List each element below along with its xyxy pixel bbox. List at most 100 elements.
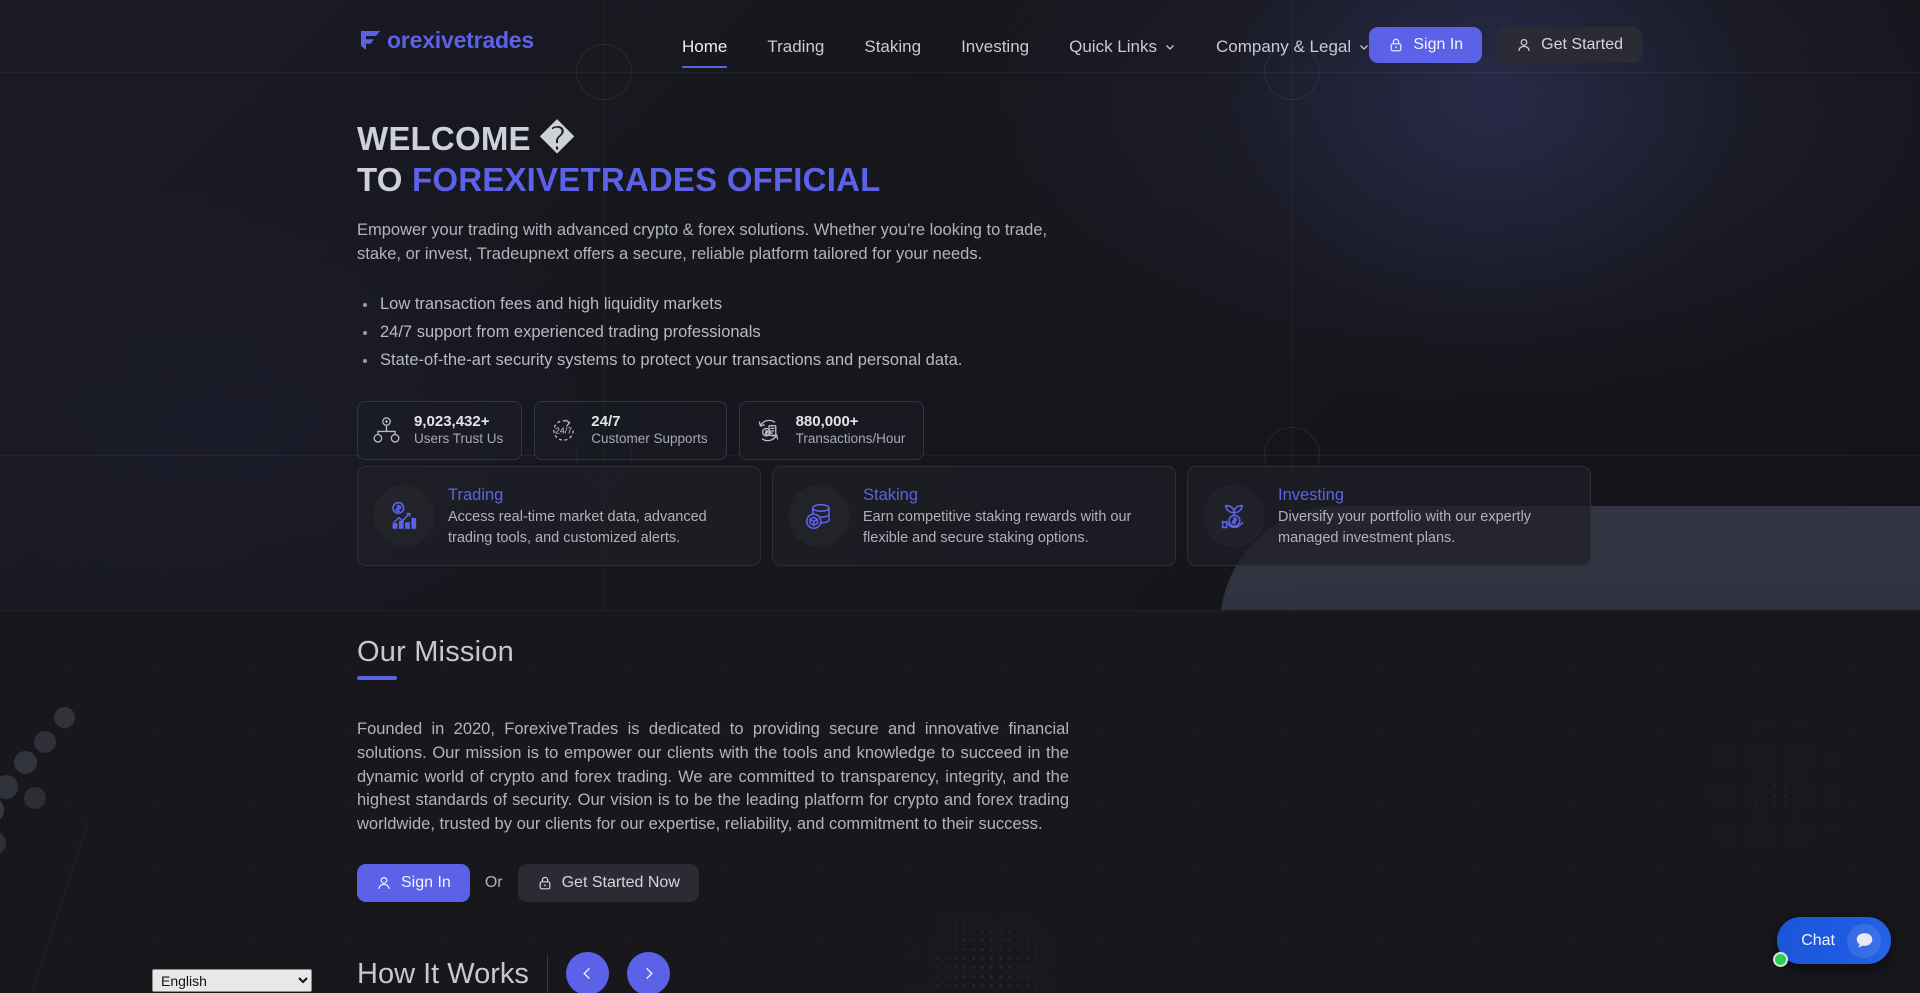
title-underline	[357, 676, 397, 680]
page-title: Our Mission	[357, 636, 514, 668]
top-navbar: orexivetrades Home Trading Staking Inves…	[0, 0, 1920, 95]
card-desc: Earn competitive staking rewards with ou…	[863, 508, 1132, 546]
hero-section: WELCOME � TO FOREXIVETRADES OFFICIAL Emp…	[0, 0, 1920, 610]
chat-widget-button[interactable]: Chat	[1773, 917, 1891, 967]
nav-item-investing[interactable]: Investing	[941, 32, 1049, 62]
chat-label: Chat	[1801, 931, 1835, 949]
mission-text: Founded in 2020, ForexiveTrades is dedic…	[357, 720, 1069, 834]
decor-hline-2	[0, 455, 1920, 456]
mission-sign-in-label: Sign In	[401, 873, 451, 891]
decor-vline-1	[604, 0, 605, 610]
divider	[546, 954, 548, 993]
section-title: How It Works	[357, 957, 529, 990]
card-title: Staking	[863, 485, 919, 504]
mission-dot-pattern	[0, 611, 1920, 993]
get-started-button[interactable]: Get Started	[1497, 27, 1642, 63]
feature-card-investing[interactable]: Investing Diversify your portfolio with …	[1187, 466, 1591, 566]
mission-content: Our Mission Founded in 2020, ForexiveTra…	[357, 634, 1077, 902]
transactions-icon	[754, 416, 783, 445]
stat-transactions: 880,000+ Transactions/Hour	[738, 401, 925, 460]
cta-separator-label: Or	[484, 873, 503, 891]
sign-in-button[interactable]: Sign In	[1369, 27, 1483, 63]
chevron-down-icon	[1164, 41, 1176, 53]
list-item: State-of-the-art security systems to pro…	[357, 346, 1567, 374]
nav-item-label: Investing	[961, 37, 1030, 56]
mission-dot-cluster	[0, 691, 146, 861]
nav-actions: Sign In Get Started	[1369, 27, 1642, 63]
nav-links: Home Trading Staking Investing Quick Lin…	[662, 32, 1390, 68]
hero-title-line2-prefix: TO	[357, 161, 412, 198]
hero-content: WELCOME � TO FOREXIVETRADES OFFICIAL Emp…	[357, 118, 1567, 460]
how-it-works-header: How It Works	[357, 952, 670, 993]
stat-label: Transactions/Hour	[795, 431, 906, 446]
feature-card-staking[interactable]: Staking Earn competitive staking rewards…	[772, 466, 1176, 566]
nav-item-label: Quick Links	[1069, 37, 1157, 56]
chevron-down-icon	[1358, 41, 1370, 53]
hero-feature-cards: Trading Access real-time market data, ad…	[357, 466, 1591, 566]
stat-customer-supports: 24/7 24/7 Customer Supports	[534, 401, 727, 460]
get-started-label: Get Started	[1541, 36, 1623, 53]
mission-sign-in-button[interactable]: Sign In	[357, 863, 470, 902]
hero-subtitle: Empower your trading with advanced crypt…	[357, 221, 1048, 263]
list-item: 24/7 support from experienced trading pr…	[357, 318, 1567, 346]
hero-title: WELCOME � TO FOREXIVETRADES OFFICIAL	[357, 118, 1567, 200]
carousel-next-button[interactable]	[626, 952, 670, 993]
investing-plant-icon	[1203, 485, 1265, 547]
nav-item-label: Company & Legal	[1216, 37, 1352, 56]
feature-card-trading[interactable]: Trading Access real-time market data, ad…	[357, 466, 761, 566]
decor-hline-1	[0, 72, 1920, 73]
card-title: Investing	[1278, 485, 1345, 504]
stat-value: 24/7	[591, 413, 621, 430]
brand-name: orexivetrades	[387, 26, 534, 53]
brand-logo[interactable]: orexivetrades	[357, 26, 534, 54]
stat-value: 9,023,432+	[414, 413, 490, 430]
lock-icon	[537, 875, 553, 891]
mission-halftone-decor-right	[1640, 701, 1900, 881]
nav-item-quick-links[interactable]: Quick Links	[1049, 32, 1196, 62]
forexivetrades-logo-icon	[357, 26, 385, 54]
mission-section: Our Mission Founded in 2020, ForexiveTra…	[0, 610, 1920, 993]
decor-circle-2	[1264, 44, 1320, 100]
mission-get-started-button[interactable]: Get Started Now	[517, 863, 699, 902]
carousel-prev-button[interactable]	[565, 952, 609, 993]
chevron-right-icon	[641, 966, 656, 981]
mission-get-started-label: Get Started Now	[561, 873, 680, 891]
24-7-clock-icon: 24/7	[549, 416, 578, 445]
mission-halftone-decor	[870, 891, 1100, 993]
user-icon	[1516, 37, 1532, 53]
hero-title-line2-accent: FOREXIVETRADES OFFICIAL	[412, 161, 881, 198]
nav-item-trading[interactable]: Trading	[747, 32, 844, 62]
sign-in-label: Sign In	[1413, 36, 1464, 53]
stat-users-trust: 9,023,432+ Users Trust Us	[357, 401, 523, 460]
users-network-icon	[372, 416, 401, 445]
list-item: Low transaction fees and high liquidity …	[357, 290, 1567, 318]
trading-chart-icon	[373, 485, 435, 547]
card-desc: Diversify your portfolio with our expert…	[1278, 508, 1532, 546]
nav-item-label: Trading	[767, 37, 825, 56]
chevron-left-icon	[580, 966, 595, 981]
staking-coins-icon	[788, 485, 850, 547]
nav-item-home[interactable]: Home	[662, 32, 747, 68]
mission-cta-group: Sign In Or Get Started Now	[357, 863, 1077, 902]
nav-item-company-legal[interactable]: Company & Legal	[1196, 32, 1390, 62]
stat-label: Users Trust Us	[414, 431, 504, 446]
language-selector[interactable]: English	[152, 969, 312, 992]
decor-circle-1	[576, 44, 632, 100]
hero-stats: 9,023,432+ Users Trust Us 24/7 24/7	[357, 401, 1567, 460]
nav-item-label: Staking	[864, 37, 922, 56]
stat-value: 880,000+	[795, 413, 859, 430]
nav-item-label: Home	[682, 37, 728, 56]
hero-feature-list: Low transaction fees and high liquidity …	[357, 290, 1567, 374]
user-icon	[376, 875, 392, 891]
card-desc: Access real-time market data, advanced t…	[448, 508, 707, 546]
card-title: Trading	[448, 485, 504, 504]
online-status-indicator	[1773, 952, 1789, 967]
speech-bubble-icon	[1847, 923, 1881, 958]
stat-label: Customer Supports	[591, 431, 708, 446]
decor-vline-2	[1292, 0, 1293, 610]
nav-item-staking[interactable]: Staking	[844, 32, 941, 62]
lock-icon	[1388, 37, 1404, 53]
svg-text:24/7: 24/7	[555, 426, 572, 436]
hero-title-line1: WELCOME �	[357, 120, 575, 157]
